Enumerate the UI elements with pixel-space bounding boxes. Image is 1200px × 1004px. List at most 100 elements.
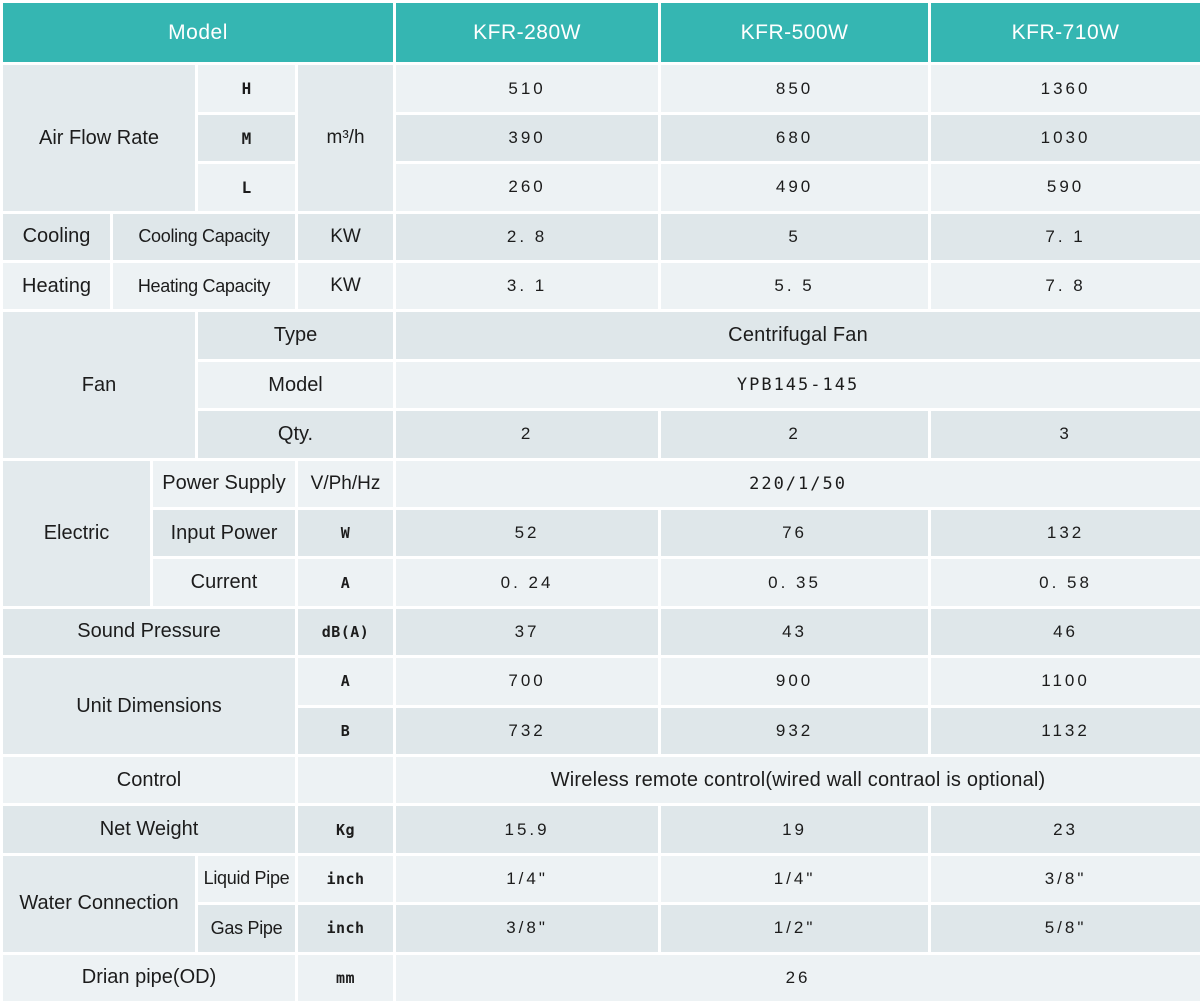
- value-cell: 2: [658, 408, 932, 461]
- table-header-row: Model KFR-280W KFR-500W KFR-710W: [0, 0, 1200, 66]
- value-cell: 2. 8: [393, 210, 662, 264]
- unit-dba: dB(A): [294, 605, 397, 659]
- label-air-flow-rate: Air Flow Rate: [0, 62, 198, 214]
- row-water-liquid-pipe: Water Connection Liquid Pipe inch 1/4" 1…: [0, 852, 1200, 955]
- value-cell: 1360: [928, 62, 1200, 115]
- label-liquid-pipe: Liquid Pipe: [195, 852, 298, 906]
- value-cell: 0. 58: [928, 556, 1200, 609]
- unit-w: W: [294, 506, 397, 560]
- speed-l: L: [195, 161, 298, 214]
- row-water-gas-pipe: Gas Pipe inch 3/8" 1/2" 5/8": [2, 902, 1200, 955]
- row-dimension-b: B 732 932 1132: [2, 704, 1200, 757]
- value-cell: 0. 24: [393, 556, 662, 609]
- unit-inch: inch: [294, 852, 397, 906]
- value-cell: 5. 5: [658, 260, 932, 313]
- label-fan-qty: Qty.: [194, 408, 397, 461]
- value-cell: 1030: [928, 111, 1200, 165]
- value-cell: 1/4": [658, 852, 932, 906]
- unit-kg: Kg: [294, 803, 397, 856]
- header-model-kfr-710w: KFR-710W: [928, 0, 1200, 66]
- label-heating: Heating: [0, 260, 113, 313]
- label-fan-type: Type: [194, 309, 397, 362]
- row-sound-pressure: Sound Pressure dB(A) 37 43 46: [0, 605, 1200, 659]
- value-cell: 390: [393, 111, 662, 165]
- label-fan-model: Model: [194, 358, 397, 412]
- row-air-flow-h: Air Flow Rate H m³/h 510 850 1360: [0, 62, 1200, 214]
- value-fan-model: YPB145-145: [393, 358, 1200, 412]
- dimension-b: B: [294, 704, 397, 757]
- value-cell: 680: [658, 111, 932, 165]
- dimension-a: A: [294, 655, 397, 708]
- value-cell: 46: [928, 605, 1200, 659]
- label-heating-capacity: Heating Capacity: [110, 260, 298, 313]
- value-cell: 2: [393, 408, 662, 461]
- label-input-power: Input Power: [150, 506, 298, 560]
- value-cell: 1/4": [393, 852, 662, 906]
- row-drain-pipe: Drian pipe(OD) mm 26: [0, 951, 1200, 1004]
- row-cooling: Cooling Cooling Capacity KW 2. 8 5 7. 1: [0, 210, 1200, 264]
- label-control: Control: [0, 753, 298, 807]
- value-control: Wireless remote control(wired wall contr…: [393, 753, 1200, 807]
- value-cell: 732: [393, 704, 662, 757]
- value-cell: 15.9: [393, 803, 662, 856]
- speed-m: M: [195, 111, 298, 165]
- row-electric-input-power: Input Power W 52 76 132: [2, 506, 1200, 560]
- label-cooling: Cooling: [0, 210, 113, 264]
- value-cell: 0. 35: [658, 556, 932, 609]
- label-electric: Electric: [0, 457, 153, 609]
- row-air-flow-m: M 390 680 1030: [2, 111, 1200, 165]
- row-heating: Heating Heating Capacity KW 3. 1 5. 5 7.…: [0, 260, 1200, 313]
- value-cell: 850: [658, 62, 932, 115]
- row-dimension-a: Unit Dimensions A 700 900 1100: [0, 655, 1200, 757]
- label-sound-pressure: Sound Pressure: [0, 605, 298, 659]
- header-model-kfr-280w: KFR-280W: [393, 0, 662, 66]
- value-cell: 700: [393, 655, 662, 708]
- row-air-flow-l: L 260 490 590: [2, 161, 1200, 214]
- value-cell: 932: [658, 704, 932, 757]
- value-cell: 3/8": [393, 902, 662, 955]
- label-net-weight: Net Weight: [0, 803, 298, 856]
- value-cell: 5: [658, 210, 932, 264]
- value-cell: 3/8": [928, 852, 1200, 906]
- value-cell: 19: [658, 803, 932, 856]
- header-model: Model: [0, 0, 397, 66]
- value-cell: 260: [393, 161, 662, 214]
- row-fan-type: Fan Type Centrifugal Fan: [0, 309, 1200, 461]
- label-cooling-capacity: Cooling Capacity: [110, 210, 298, 264]
- label-water-connection: Water Connection: [0, 852, 198, 955]
- unit-mm: mm: [294, 951, 397, 1004]
- value-cell: 7. 1: [928, 210, 1200, 264]
- empty-unit-cell: [294, 753, 397, 807]
- value-cell: 1100: [928, 655, 1200, 708]
- value-cell: 900: [658, 655, 932, 708]
- unit-vphhz: V/Ph/Hz: [294, 457, 397, 511]
- value-cell: 1/2": [658, 902, 932, 955]
- label-power-supply: Power Supply: [150, 457, 298, 511]
- value-cell: 3: [928, 408, 1200, 461]
- header-model-kfr-500w: KFR-500W: [658, 0, 932, 66]
- value-cell: 37: [393, 605, 662, 659]
- value-cell: 3. 1: [393, 260, 662, 313]
- label-fan: Fan: [0, 309, 198, 461]
- label-drain-pipe: Drian pipe(OD): [0, 951, 298, 1004]
- row-electric-current: Current A 0. 24 0. 35 0. 58: [2, 556, 1200, 609]
- row-fan-qty: Qty. 2 2 3: [2, 408, 1200, 461]
- unit-kw: KW: [294, 210, 397, 264]
- row-electric-power-supply: Electric Power Supply V/Ph/Hz 220/1/50: [0, 457, 1200, 609]
- value-cell: 590: [928, 161, 1200, 214]
- label-gas-pipe: Gas Pipe: [195, 902, 298, 955]
- value-cell: 7. 8: [928, 260, 1200, 313]
- value-drain-pipe: 26: [393, 951, 1200, 1004]
- speed-h: H: [195, 62, 298, 115]
- value-cell: 490: [658, 161, 932, 214]
- value-cell: 43: [658, 605, 932, 659]
- value-cell: 132: [928, 506, 1200, 560]
- unit-inch: inch: [294, 902, 397, 955]
- value-cell: 510: [393, 62, 662, 115]
- value-cell: 5/8": [928, 902, 1200, 955]
- value-fan-type: Centrifugal Fan: [393, 309, 1200, 362]
- label-current: Current: [150, 556, 298, 609]
- row-fan-model: Model YPB145-145: [2, 358, 1200, 412]
- row-net-weight: Net Weight Kg 15.9 19 23: [0, 803, 1200, 856]
- value-cell: 23: [928, 803, 1200, 856]
